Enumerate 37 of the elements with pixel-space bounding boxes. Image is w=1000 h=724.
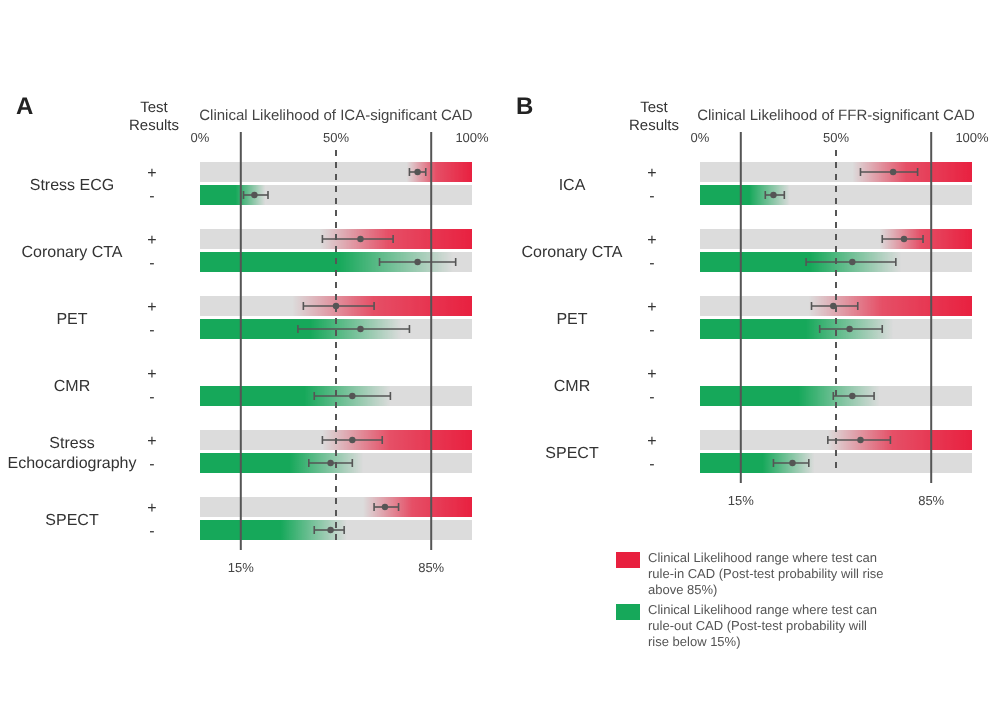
text: ICA <box>558 175 587 194</box>
y-tick-label: - <box>649 254 656 272</box>
y-tick-label: - <box>649 455 656 473</box>
y-tick-label: + <box>647 231 658 249</box>
text: Stress Echocardiography <box>7 433 137 472</box>
y-tick-label: + <box>647 365 658 383</box>
y-tick-label: - <box>149 522 156 540</box>
y-tick-label: - <box>649 187 656 205</box>
y-tick-label: - <box>149 321 156 339</box>
y-tick-label: + <box>647 432 658 450</box>
text: SPECT <box>545 443 599 462</box>
y-tick-label: + <box>647 164 658 182</box>
y-tick-label: + <box>647 298 658 316</box>
y-tick-label: + <box>147 231 158 249</box>
y-tick-label: - <box>149 254 156 272</box>
y-tick-label: - <box>149 388 156 406</box>
y-tick-label: - <box>649 388 656 406</box>
text: PET <box>56 309 88 328</box>
text: Coronary CTA <box>21 242 124 261</box>
text: CMR <box>553 376 591 395</box>
y-tick-label: + <box>147 432 158 450</box>
chart-title: A <box>16 92 34 120</box>
y-tick-label: - <box>149 187 156 205</box>
y-tick-label: + <box>147 164 158 182</box>
text: CMR <box>53 376 91 395</box>
y-tick-label: - <box>149 455 156 473</box>
y-tick-label: + <box>147 365 158 383</box>
y-tick-label: + <box>147 499 158 517</box>
chart-title: B <box>516 92 534 120</box>
bar <box>406 162 472 182</box>
text: SPECT <box>45 510 99 529</box>
text: Stress ECG <box>29 175 115 194</box>
y-tick-label: - <box>649 321 656 339</box>
text: PET <box>556 309 588 328</box>
y-tick-label: + <box>147 298 158 316</box>
text: Coronary CTA <box>521 242 624 261</box>
bar <box>200 185 266 205</box>
